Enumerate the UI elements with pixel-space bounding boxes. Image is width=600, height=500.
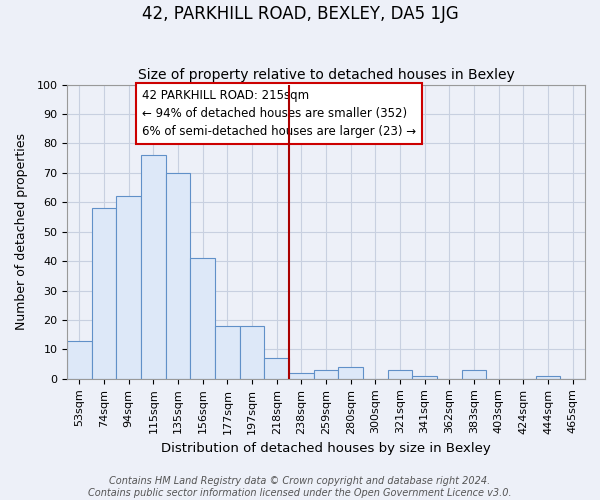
Bar (461, 370, 487, 379)
Bar (67, 340, 92, 379)
Text: Contains HM Land Registry data © Crown copyright and database right 2024.
Contai: Contains HM Land Registry data © Crown c… (88, 476, 512, 498)
Bar (388, 370, 412, 379)
Title: Size of property relative to detached houses in Bexley: Size of property relative to detached ho… (137, 68, 514, 82)
Bar (190, 258, 215, 379)
Bar (536, 376, 560, 379)
Bar (116, 196, 141, 379)
Bar (166, 173, 190, 379)
Bar (314, 370, 338, 379)
Bar (412, 376, 437, 379)
Bar (240, 326, 265, 379)
Bar (92, 208, 116, 379)
Y-axis label: Number of detached properties: Number of detached properties (15, 133, 28, 330)
X-axis label: Distribution of detached houses by size in Bexley: Distribution of detached houses by size … (161, 442, 491, 455)
Bar (215, 326, 240, 379)
Bar (289, 373, 314, 379)
Bar (338, 367, 363, 379)
Text: 42 PARKHILL ROAD: 215sqm
← 94% of detached houses are smaller (352)
6% of semi-d: 42 PARKHILL ROAD: 215sqm ← 94% of detach… (142, 89, 416, 138)
Bar (141, 155, 166, 379)
Text: 42, PARKHILL ROAD, BEXLEY, DA5 1JG: 42, PARKHILL ROAD, BEXLEY, DA5 1JG (142, 5, 458, 23)
Bar (265, 358, 289, 379)
